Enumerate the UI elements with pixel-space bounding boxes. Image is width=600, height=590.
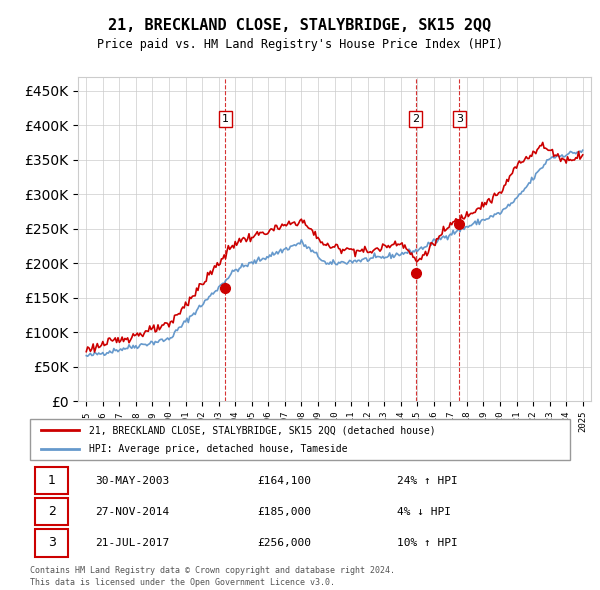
- Text: HPI: Average price, detached house, Tameside: HPI: Average price, detached house, Tame…: [89, 444, 348, 454]
- Text: 21, BRECKLAND CLOSE, STALYBRIDGE, SK15 2QQ (detached house): 21, BRECKLAND CLOSE, STALYBRIDGE, SK15 2…: [89, 425, 436, 435]
- Text: 21, BRECKLAND CLOSE, STALYBRIDGE, SK15 2QQ: 21, BRECKLAND CLOSE, STALYBRIDGE, SK15 2…: [109, 18, 491, 32]
- Text: 1: 1: [47, 474, 56, 487]
- Text: 3: 3: [456, 114, 463, 124]
- Text: 2: 2: [47, 505, 56, 519]
- Text: 3: 3: [47, 536, 56, 549]
- Text: £185,000: £185,000: [257, 507, 311, 517]
- Text: £256,000: £256,000: [257, 538, 311, 548]
- Text: 1: 1: [222, 114, 229, 124]
- FancyBboxPatch shape: [35, 529, 68, 556]
- Text: 10% ↑ HPI: 10% ↑ HPI: [397, 538, 458, 548]
- Text: £164,100: £164,100: [257, 476, 311, 486]
- Text: Contains HM Land Registry data © Crown copyright and database right 2024.: Contains HM Land Registry data © Crown c…: [30, 566, 395, 575]
- Text: 2: 2: [412, 114, 419, 124]
- FancyBboxPatch shape: [35, 467, 68, 494]
- Text: This data is licensed under the Open Government Licence v3.0.: This data is licensed under the Open Gov…: [30, 578, 335, 587]
- Text: 4% ↓ HPI: 4% ↓ HPI: [397, 507, 451, 517]
- Text: 27-NOV-2014: 27-NOV-2014: [95, 507, 169, 517]
- Text: 24% ↑ HPI: 24% ↑ HPI: [397, 476, 458, 486]
- FancyBboxPatch shape: [30, 419, 570, 460]
- Text: 21-JUL-2017: 21-JUL-2017: [95, 538, 169, 548]
- Text: 30-MAY-2003: 30-MAY-2003: [95, 476, 169, 486]
- FancyBboxPatch shape: [35, 498, 68, 526]
- Text: Price paid vs. HM Land Registry's House Price Index (HPI): Price paid vs. HM Land Registry's House …: [97, 38, 503, 51]
